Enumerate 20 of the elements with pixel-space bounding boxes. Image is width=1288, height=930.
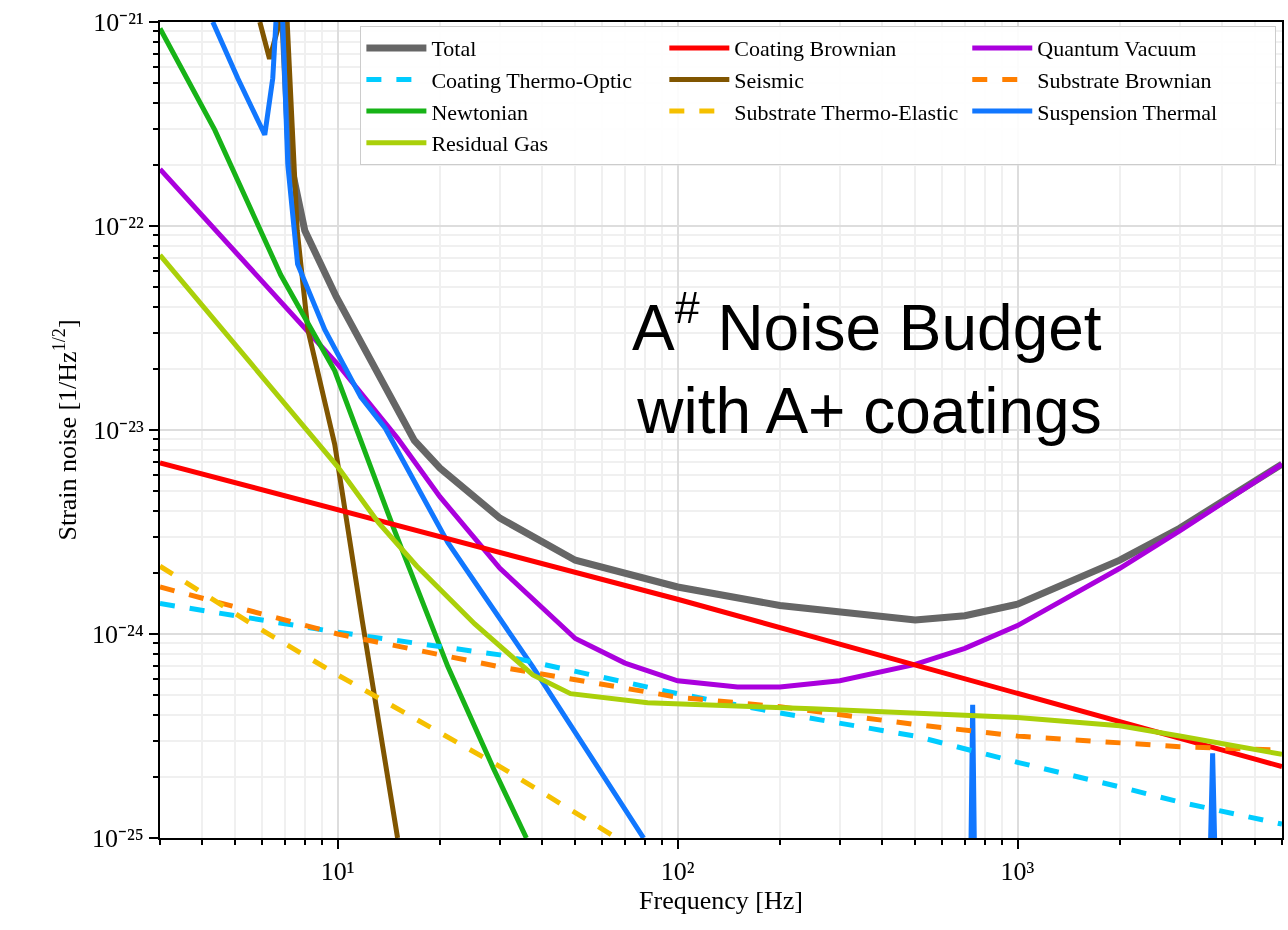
legend-label: Quantum Vacuum xyxy=(1037,36,1197,62)
x-axis-title: Frequency [Hz] xyxy=(639,886,803,916)
y-tick-label: 10⁻²² xyxy=(93,212,144,242)
legend-label: Substrate Thermo-Elastic xyxy=(734,99,959,125)
x-tick-label: 10³ xyxy=(1000,857,1035,887)
legend-label: Newtonian xyxy=(431,99,528,125)
legend-label: Substrate Brownian xyxy=(1037,68,1212,94)
legend-label: Suspension Thermal xyxy=(1037,99,1218,125)
x-tick-label: 10² xyxy=(660,857,695,887)
y-tick-label: 10⁻²⁴ xyxy=(91,620,144,650)
legend-label: Residual Gas xyxy=(431,131,549,157)
legend-label: Seismic xyxy=(734,68,805,94)
y-tick-label: 10⁻²⁵ xyxy=(91,824,144,854)
legend-label: Total xyxy=(431,36,477,62)
y-tick-label: 10⁻²³ xyxy=(93,416,144,446)
y-tick-label: 10⁻²¹ xyxy=(93,8,144,38)
legend-label: Coating Thermo-Optic xyxy=(431,68,633,94)
legend-label: Coating Brownian xyxy=(734,36,897,62)
annotation: A$^{#}$ Noise Budget with A+ coatings xyxy=(632,282,1102,448)
x-tick-label: 10¹ xyxy=(320,857,355,887)
